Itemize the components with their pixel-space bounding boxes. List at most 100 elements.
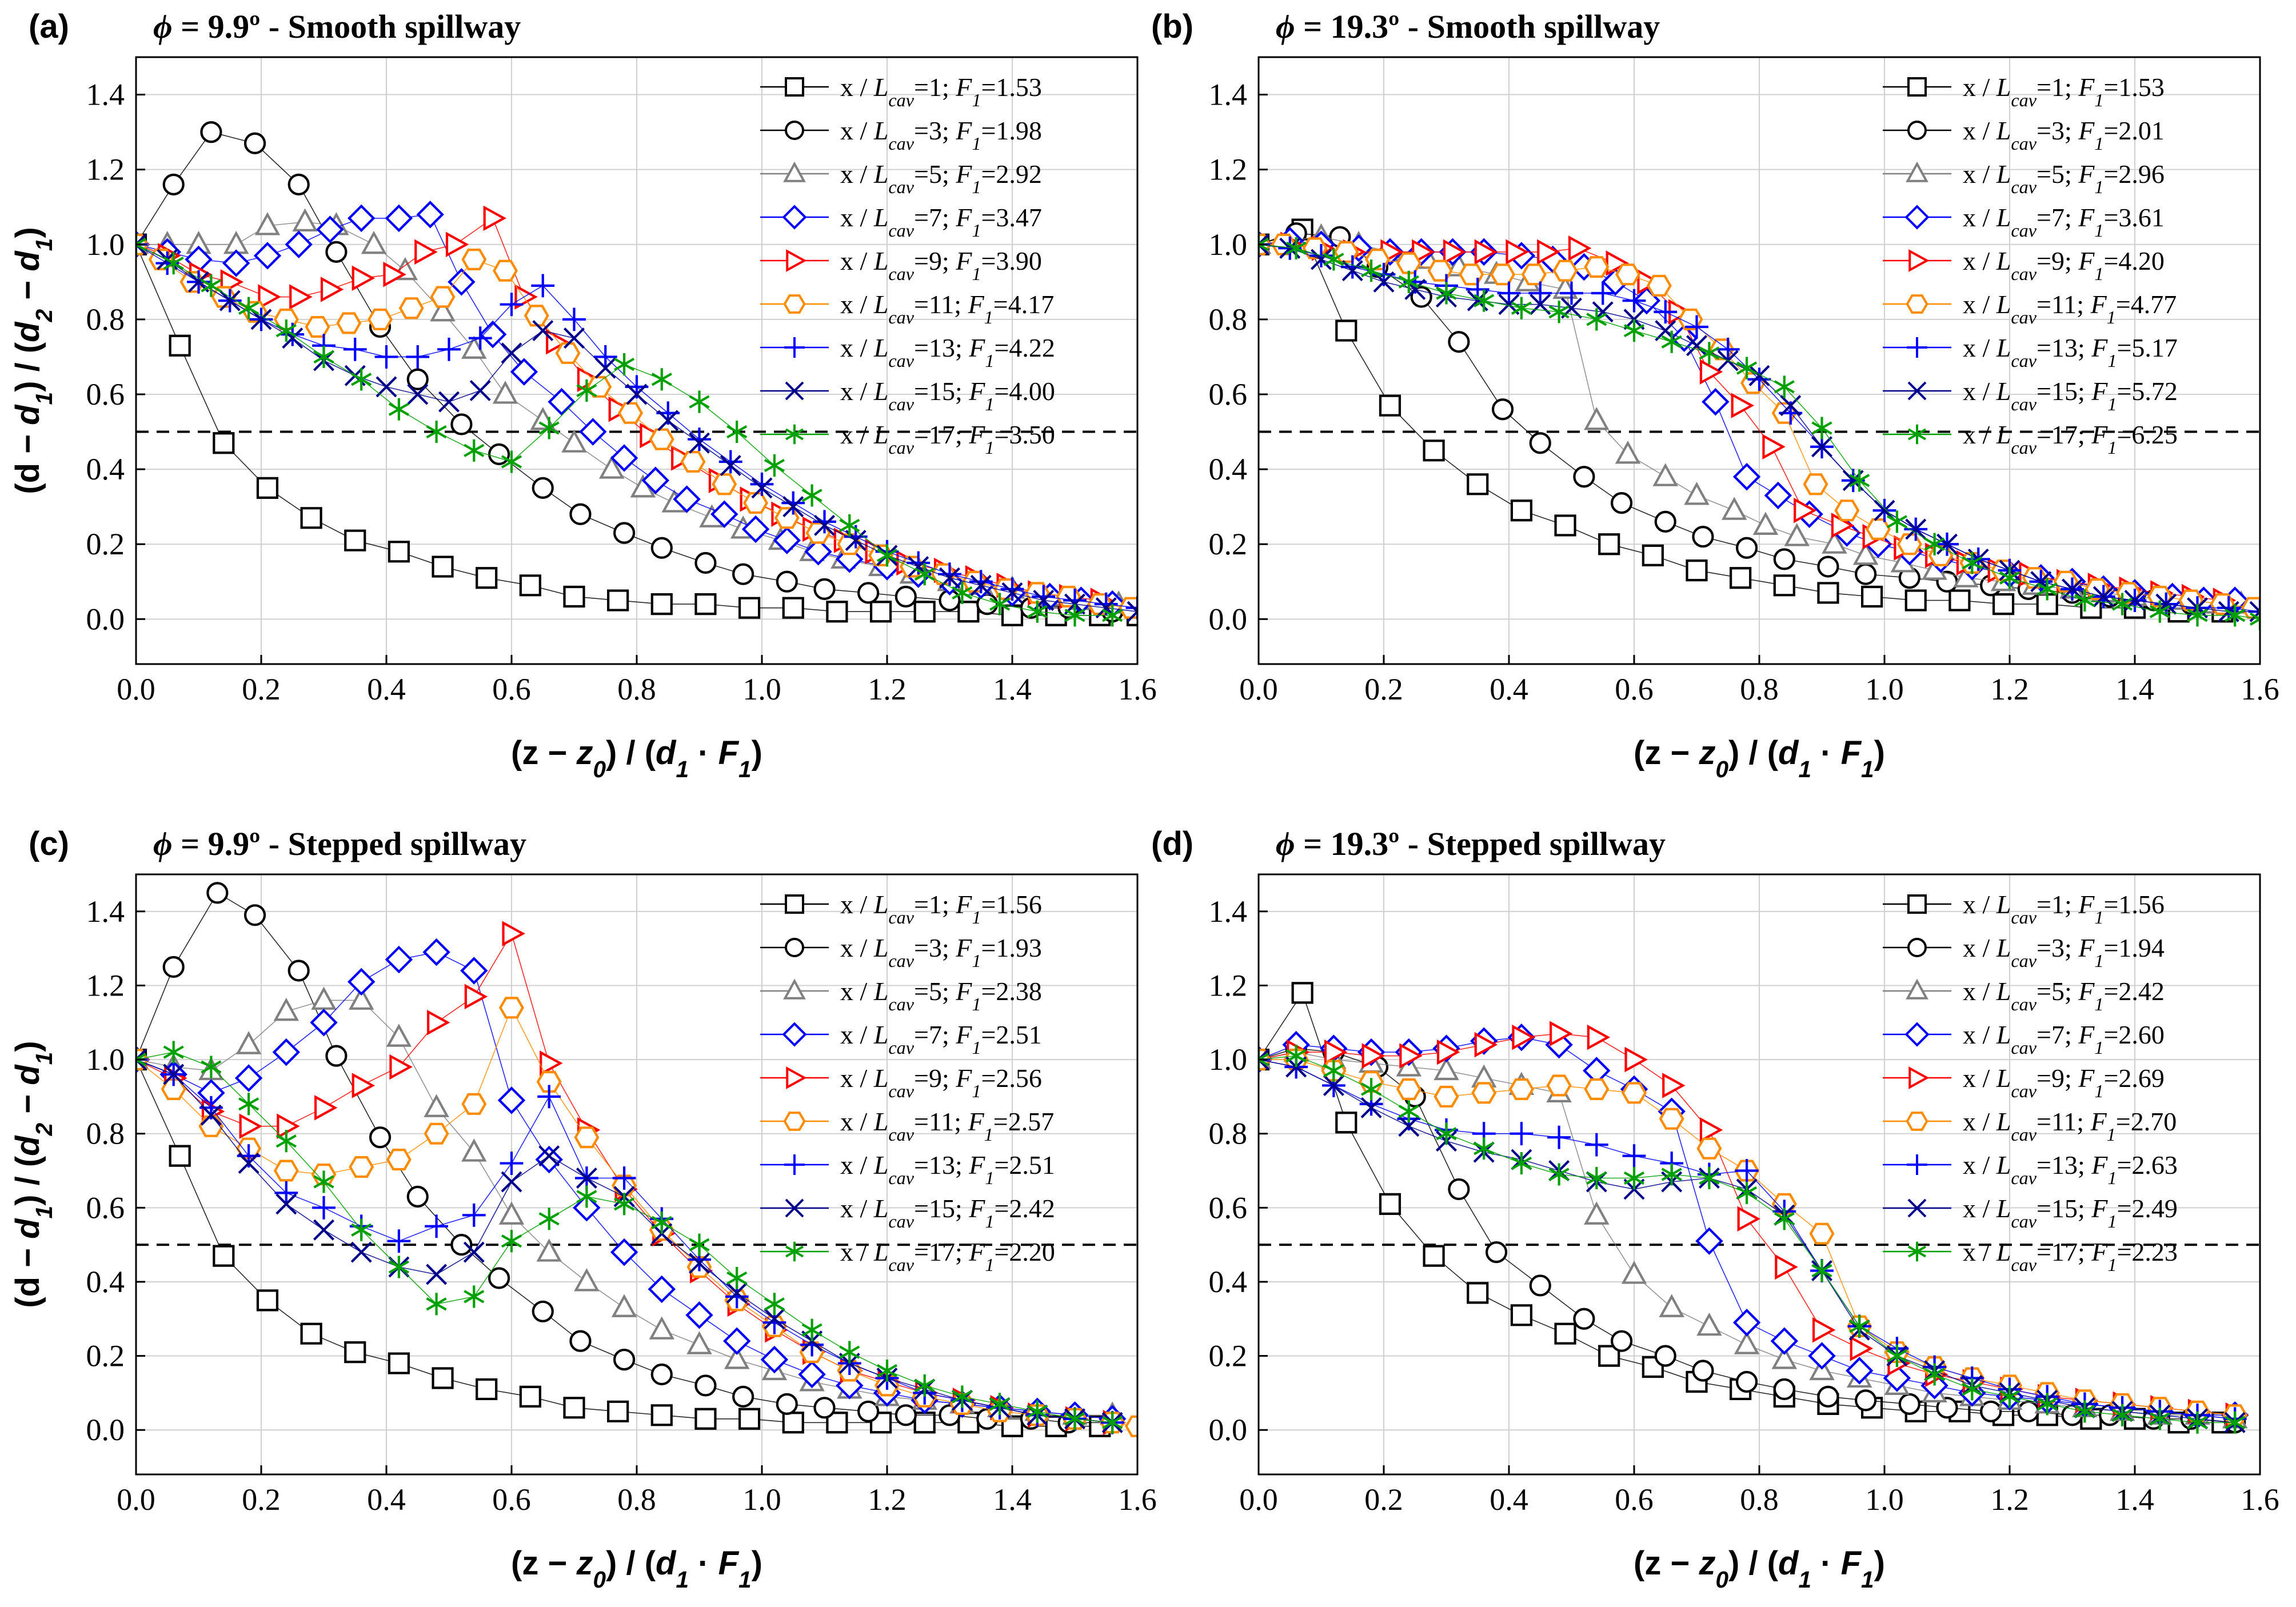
data-point bbox=[1794, 497, 1817, 523]
data-point bbox=[1999, 566, 2021, 589]
data-point bbox=[2112, 593, 2133, 615]
x-tick-label: 1.0 bbox=[742, 1482, 781, 1517]
data-point bbox=[720, 455, 741, 477]
data-point bbox=[970, 574, 992, 596]
data-point bbox=[1610, 492, 1633, 514]
legend-marker bbox=[1907, 77, 1927, 97]
data-point bbox=[607, 589, 629, 611]
legend-marker bbox=[1907, 1154, 1927, 1175]
data-point bbox=[569, 503, 592, 525]
data-point bbox=[1811, 436, 1832, 458]
legend-marker bbox=[783, 161, 806, 182]
data-point bbox=[1646, 274, 1672, 297]
data-point bbox=[813, 1397, 836, 1419]
data-point bbox=[1886, 510, 1907, 533]
data-point bbox=[576, 1185, 597, 1208]
data-point bbox=[1474, 289, 1495, 312]
data-point bbox=[273, 1160, 299, 1182]
data-point bbox=[313, 345, 334, 368]
data-point bbox=[348, 986, 374, 1010]
data-point bbox=[876, 1359, 898, 1382]
y-tick-label: 1.0 bbox=[86, 1042, 125, 1077]
data-point bbox=[1528, 281, 1552, 305]
data-point bbox=[344, 529, 366, 551]
series-group bbox=[1259, 982, 2249, 1434]
data-point bbox=[895, 585, 917, 608]
data-point bbox=[751, 477, 773, 499]
data-point bbox=[258, 284, 281, 310]
data-point bbox=[969, 570, 993, 594]
data-point bbox=[1510, 1304, 1532, 1326]
legend-label: x / Lcav=7; F1=3.61 bbox=[1963, 203, 2165, 241]
data-point bbox=[1433, 1057, 1459, 1081]
data-point bbox=[430, 286, 456, 308]
y-tick-label: 1.2 bbox=[1209, 153, 1248, 187]
x-tick-label: 0.8 bbox=[1740, 672, 1779, 706]
data-point bbox=[1360, 1097, 1382, 1118]
data-point bbox=[722, 1327, 751, 1355]
data-point bbox=[1659, 1294, 1684, 1317]
data-point bbox=[1855, 563, 1877, 585]
legend-label: x / Lcav=7; F1=2.60 bbox=[1963, 1020, 2165, 1058]
data-point bbox=[1654, 510, 1676, 533]
data-point bbox=[1467, 1282, 1489, 1304]
data-point bbox=[1285, 1045, 1307, 1068]
data-point bbox=[1001, 604, 1024, 626]
data-point bbox=[325, 241, 348, 263]
data-point bbox=[1670, 324, 1698, 352]
data-point bbox=[1285, 237, 1307, 259]
data-point bbox=[1770, 1327, 1799, 1355]
panel-title: ϕ = 19.3º - Stepped spillway bbox=[1276, 825, 1666, 862]
data-point bbox=[1699, 1117, 1723, 1143]
legend-marker bbox=[784, 121, 805, 140]
data-point bbox=[464, 984, 488, 1010]
data-point bbox=[478, 320, 507, 349]
y-tick-label: 0.4 bbox=[86, 452, 125, 486]
y-tick-label: 1.4 bbox=[1209, 894, 1248, 929]
data-point bbox=[1696, 1137, 1722, 1160]
data-point bbox=[500, 293, 524, 317]
data-point bbox=[535, 1145, 563, 1174]
data-point bbox=[651, 368, 672, 391]
x-axis-label: (z − z0) / (d1 · F1) bbox=[511, 734, 762, 782]
data-point bbox=[836, 545, 864, 573]
y-tick-label: 0.2 bbox=[86, 1339, 125, 1373]
data-point bbox=[1775, 1254, 1798, 1280]
data-point bbox=[406, 1185, 429, 1208]
data-point bbox=[764, 454, 785, 477]
series-group bbox=[136, 882, 1137, 1437]
data-point bbox=[776, 1393, 798, 1415]
data-point bbox=[876, 544, 898, 567]
data-point bbox=[649, 428, 674, 450]
data-point bbox=[741, 515, 770, 543]
data-point bbox=[804, 538, 832, 566]
data-point bbox=[1855, 1389, 1877, 1412]
legend-label: x / Lcav=9; F1=2.56 bbox=[840, 1064, 1042, 1101]
data-point bbox=[169, 334, 191, 357]
chart-panel-a: 0.0 0.2 0.4 0.6 0.8 1.0 1.2 1.4 1.6 0.0 0.2 0.4 0.6 0… bbox=[9, 8, 1157, 782]
data-point bbox=[320, 277, 344, 302]
data-point bbox=[1323, 248, 1344, 271]
data-point bbox=[1398, 1116, 1420, 1137]
data-point bbox=[1521, 263, 1547, 286]
data-point bbox=[1748, 365, 1770, 386]
data-point bbox=[773, 526, 801, 554]
data-point bbox=[1632, 286, 1661, 315]
data-point bbox=[136, 234, 147, 255]
data-point bbox=[136, 1048, 147, 1071]
series-line-2 bbox=[1259, 1048, 2235, 1424]
x-tick-label: 0.4 bbox=[1490, 672, 1528, 706]
x-axis-label: (z − z0) / (d1 · F1) bbox=[511, 1545, 762, 1593]
data-point bbox=[1584, 1078, 1610, 1100]
data-point bbox=[432, 1367, 454, 1389]
data-point bbox=[438, 391, 460, 413]
legend-label: x / Lcav=9; F1=3.90 bbox=[840, 246, 1042, 284]
data-point bbox=[650, 1404, 673, 1426]
data-point bbox=[626, 383, 648, 405]
data-point bbox=[1936, 533, 1958, 555]
legend-marker bbox=[783, 978, 806, 1000]
data-point bbox=[351, 1218, 372, 1241]
data-point bbox=[2036, 593, 2058, 615]
data-point bbox=[1817, 1385, 1839, 1408]
y-tick-label: 0.2 bbox=[86, 527, 125, 561]
